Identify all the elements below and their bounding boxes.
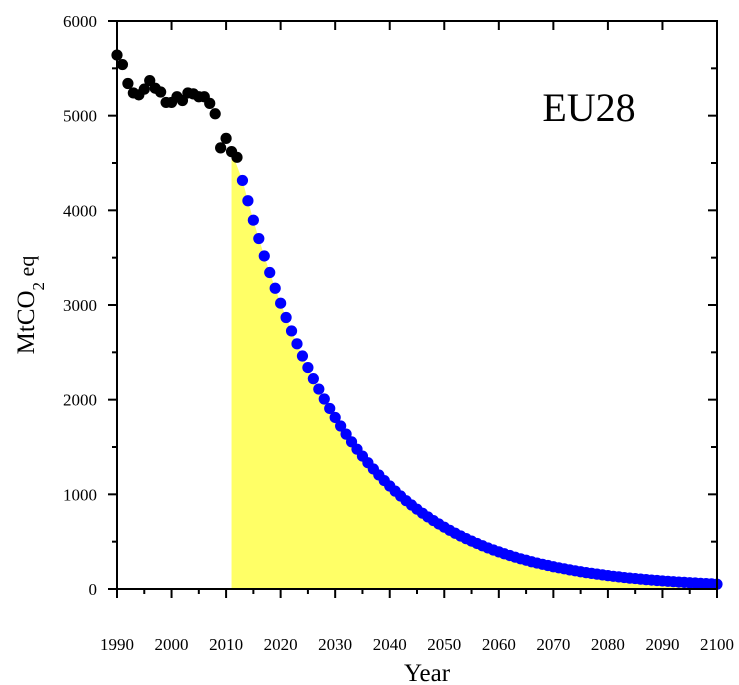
x-tick-label-2080: 2080 [591, 635, 625, 654]
x-axis-title: Year [404, 660, 451, 685]
projection-point-2013 [236, 174, 249, 187]
projection-point-2024 [296, 350, 309, 362]
y-tick-label-2000: 2000 [63, 391, 97, 410]
y-tick-label-4000: 4000 [63, 201, 97, 220]
projection-point-2022 [285, 325, 298, 337]
x-tick-label-2020: 2020 [264, 635, 298, 654]
projection-point-2015 [247, 214, 259, 226]
x-tick-label-2040: 2040 [373, 635, 407, 654]
historical-point-1992 [122, 77, 134, 90]
y-tick-label-0: 0 [89, 580, 98, 599]
y-tick-label-6000: 6000 [63, 12, 97, 31]
projection-area-fill [231, 151, 717, 589]
x-tick-label-2050: 2050 [427, 635, 461, 654]
chart-annotation: EU28 [542, 85, 635, 130]
projection-point-2020 [275, 297, 287, 309]
y-tick-label-1000: 1000 [63, 485, 97, 504]
y-axis-title-main: MtCO [13, 290, 40, 354]
historical-point-2012 [231, 151, 243, 163]
x-tick-label-2030: 2030 [318, 635, 352, 654]
projection-point-2014 [242, 195, 254, 207]
y-axis-title-suffix: eq [14, 256, 39, 282]
x-tick-label-2100: 2100 [700, 635, 734, 654]
x-tick-label-2000: 2000 [155, 635, 189, 654]
projection-point-2025 [302, 361, 314, 374]
projection-point-2021 [280, 311, 292, 324]
y-axis-title: MtCO2 eq [13, 256, 48, 355]
y-axis-title-subscript: 2 [29, 282, 48, 291]
projection-point-2028 [318, 393, 330, 405]
x-tick-label-1990: 1990 [100, 635, 134, 654]
projection-point-2026 [307, 373, 319, 385]
projection-point-2019 [269, 282, 281, 294]
historical-point-1998 [155, 86, 167, 98]
projection-point-2023 [291, 338, 303, 350]
historical-point-1991 [116, 58, 129, 71]
historical-point-1995 [138, 83, 150, 95]
projection-point-2018 [264, 266, 276, 279]
y-tick-label-5000: 5000 [63, 107, 97, 126]
x-tick-label-2090: 2090 [645, 635, 679, 654]
x-tick-label-2010: 2010 [209, 635, 243, 654]
historical-point-2007 [204, 97, 216, 109]
projection-point-2017 [258, 250, 270, 262]
projection-point-2030 [329, 411, 341, 424]
y-tick-label-3000: 3000 [63, 296, 97, 315]
projection-point-2031 [335, 420, 347, 432]
historical-point-2010 [220, 132, 232, 144]
projection-point-2016 [253, 232, 265, 245]
historical-point-2008 [209, 108, 221, 120]
historical-point-2009 [215, 142, 227, 154]
x-tick-label-2060: 2060 [482, 635, 516, 654]
x-tick-label-2070: 2070 [536, 635, 570, 654]
projection-point-2027 [313, 383, 325, 395]
projection-point-2029 [324, 402, 336, 415]
